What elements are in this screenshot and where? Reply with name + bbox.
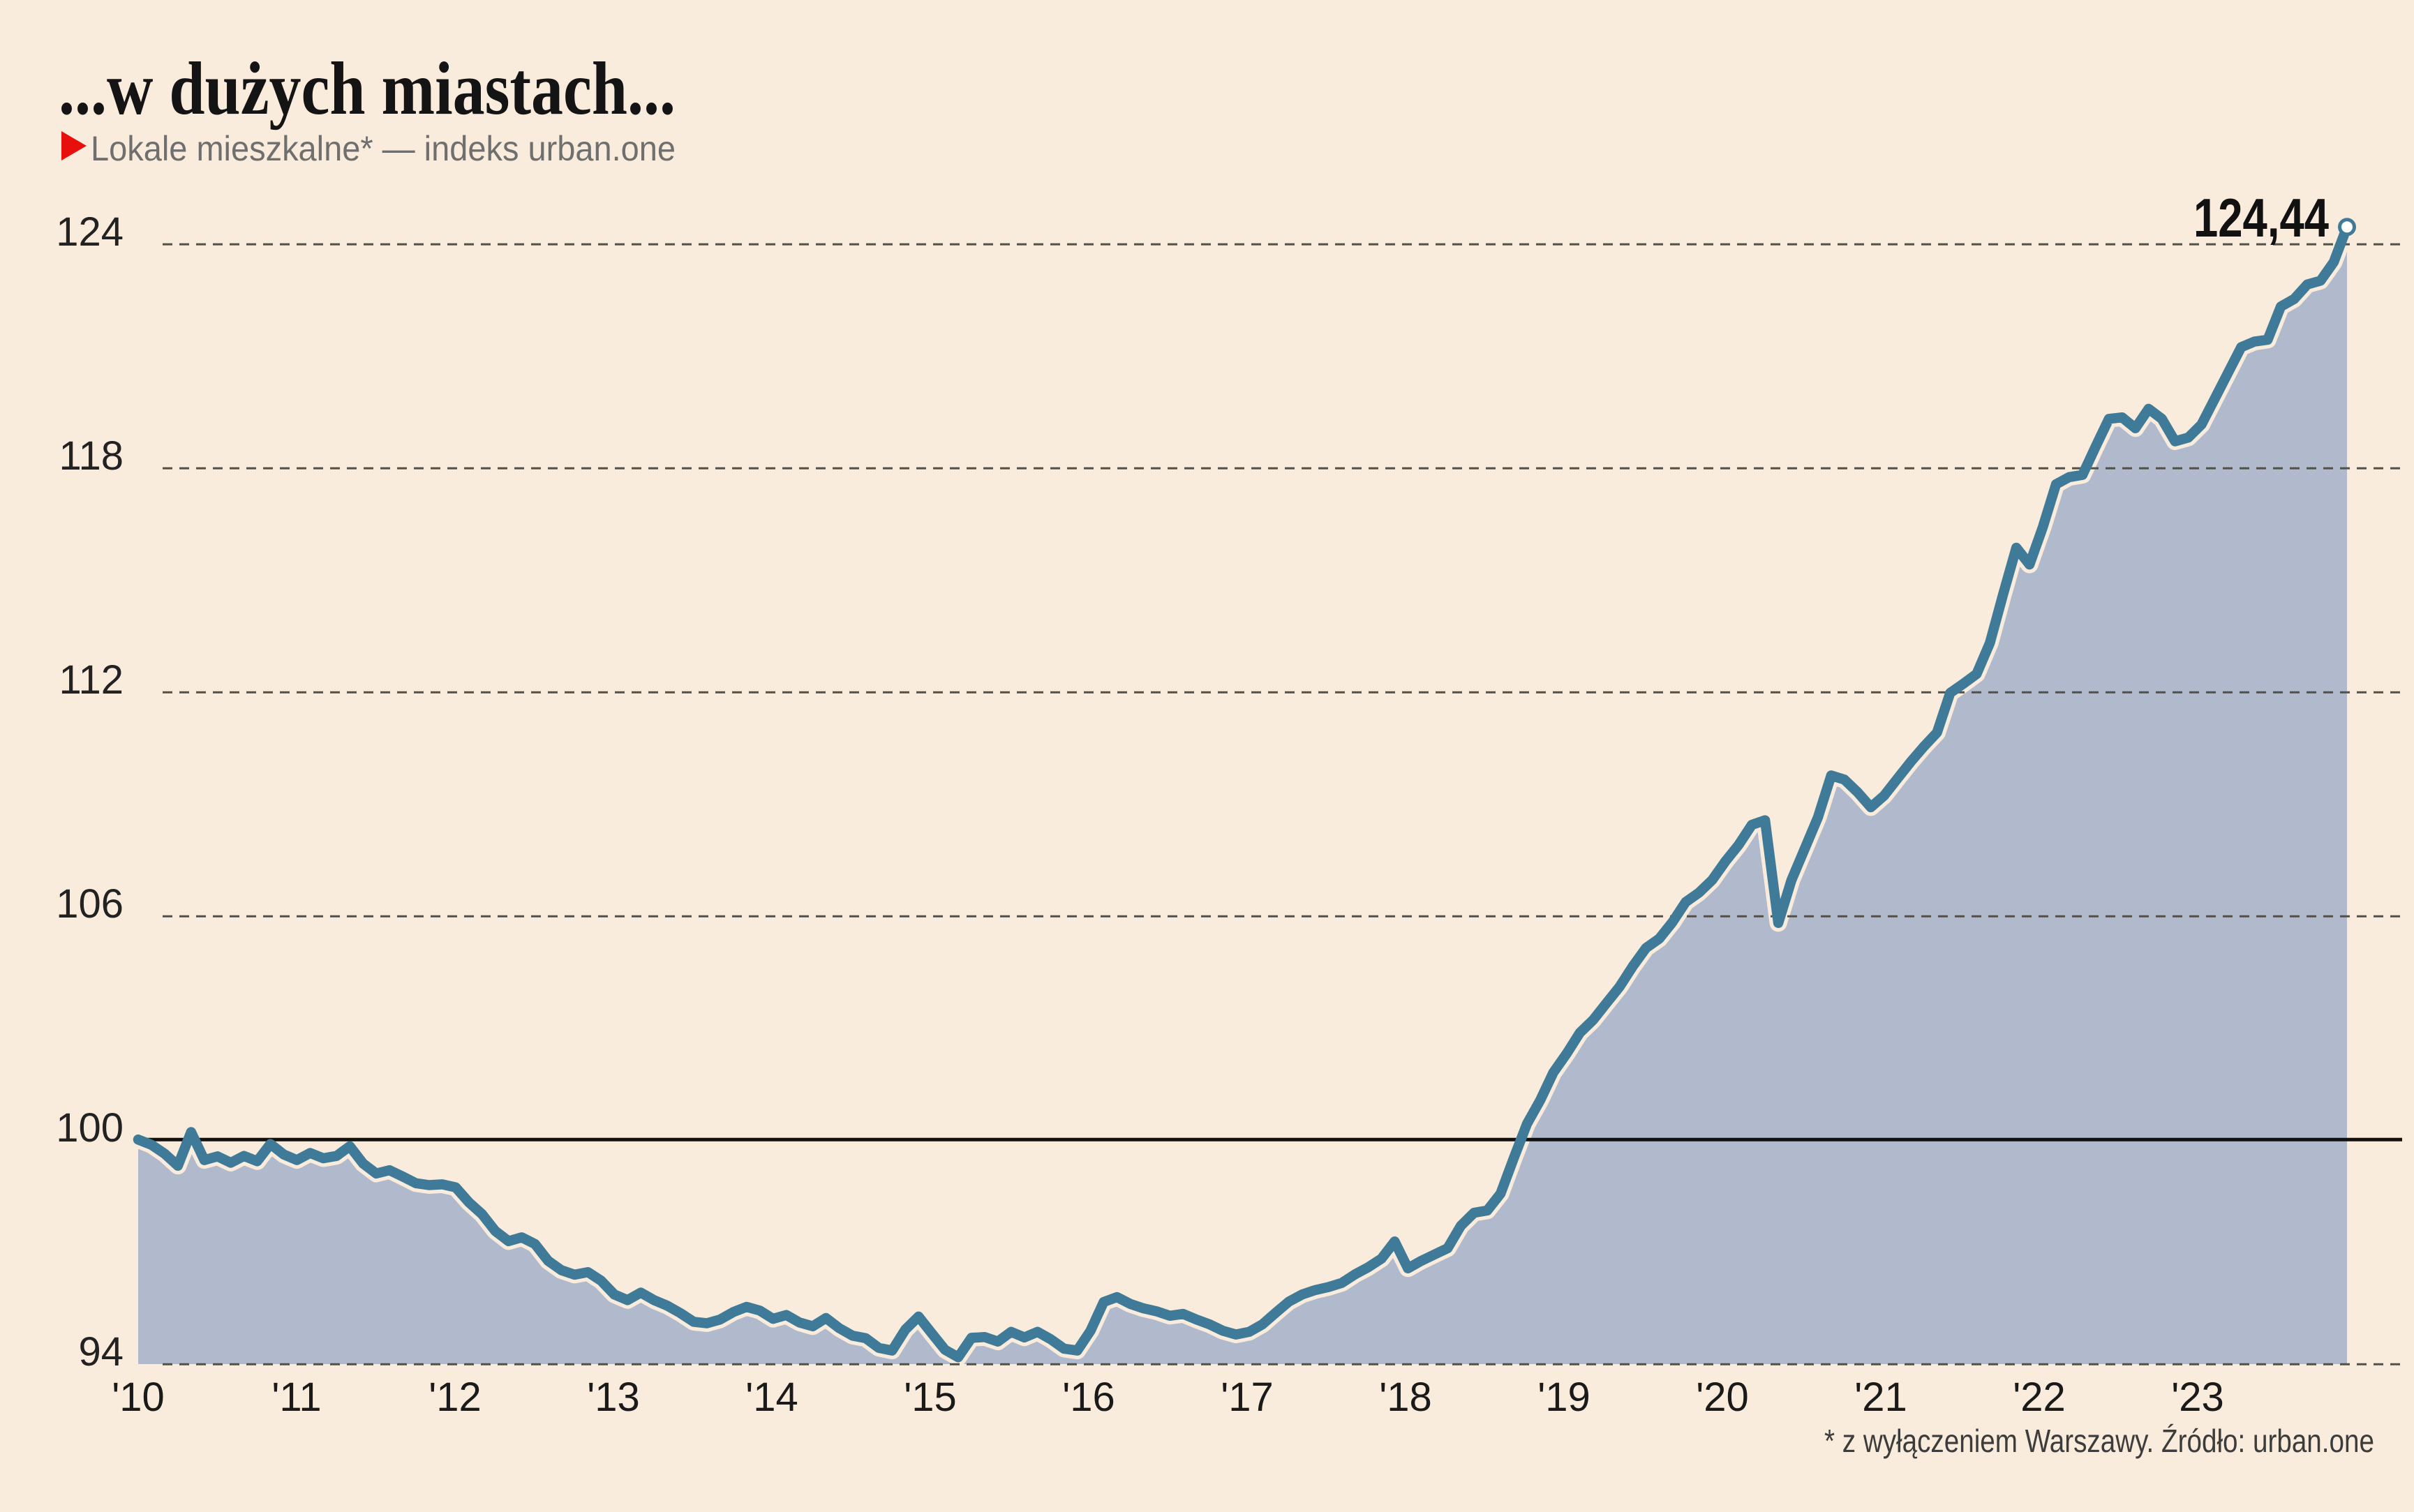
svg-text:'19: '19 <box>1537 1375 1590 1420</box>
svg-text:'11: '11 <box>271 1375 321 1420</box>
svg-text:106: 106 <box>56 881 124 927</box>
svg-text:Lokale mieszkalne* — indeks ur: Lokale mieszkalne* — indeks urban.one <box>91 129 676 168</box>
svg-text:'20: '20 <box>1696 1375 1749 1420</box>
svg-text:...w dużych miastach...: ...w dużych miastach... <box>59 47 676 130</box>
svg-text:124: 124 <box>56 209 124 255</box>
svg-text:'16: '16 <box>1062 1375 1115 1420</box>
svg-text:'12: '12 <box>429 1375 482 1420</box>
svg-text:118: 118 <box>59 433 124 479</box>
svg-text:'23: '23 <box>2171 1375 2224 1420</box>
svg-text:112: 112 <box>59 657 124 703</box>
svg-text:'18: '18 <box>1379 1375 1432 1420</box>
svg-text:'10: '10 <box>112 1375 165 1420</box>
svg-text:'21: '21 <box>1854 1375 1907 1420</box>
svg-text:'22: '22 <box>2013 1375 2066 1420</box>
svg-text:* z wyłączeniem Warszawy. Źród: * z wyłączeniem Warszawy. Źródło: urban.… <box>1824 1423 2374 1459</box>
svg-text:'17: '17 <box>1221 1375 1274 1420</box>
svg-text:'13: '13 <box>587 1375 640 1420</box>
svg-text:124,44: 124,44 <box>2193 187 2329 248</box>
svg-text:'14: '14 <box>745 1375 798 1420</box>
svg-text:94: 94 <box>78 1329 124 1375</box>
svg-text:100: 100 <box>56 1105 124 1151</box>
svg-text:'15: '15 <box>904 1375 957 1420</box>
